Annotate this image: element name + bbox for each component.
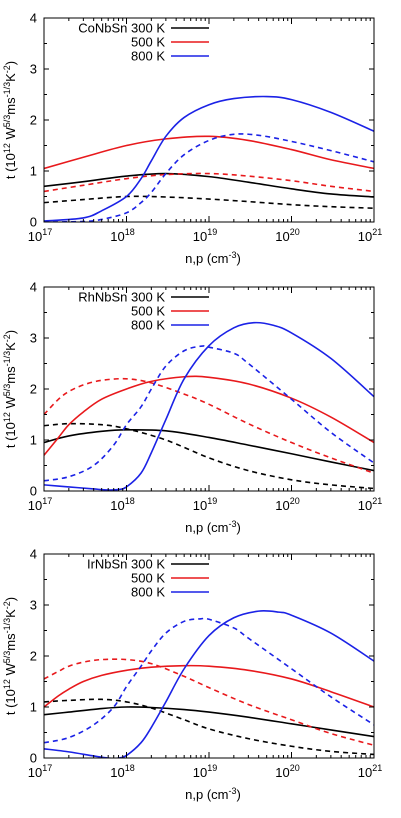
y-tick-label: 4 xyxy=(30,11,37,26)
y-tick-label: 0 xyxy=(30,215,37,230)
series-line-500k-solid xyxy=(44,135,374,170)
chart-panel-irnbsn: 0 1 2 3 4 1017 1018 1019 1020 1021 n,p (cm-3) t (10… xyxy=(2,547,382,803)
series-group xyxy=(44,95,374,222)
y-tick-label: 1 xyxy=(30,433,37,448)
y-tick-label: 2 xyxy=(30,382,37,397)
series-line-500k-dashed xyxy=(44,377,374,474)
y-tick-label: 3 xyxy=(30,598,37,613)
y-tick-label: 3 xyxy=(30,331,37,346)
x-tick-label: 1021 xyxy=(358,496,382,513)
plot-frame xyxy=(43,553,375,759)
series-line-300k-dashed xyxy=(44,422,374,490)
series-line-500k-solid xyxy=(44,664,374,708)
series-group xyxy=(44,609,374,758)
legend-label: 800 K xyxy=(131,49,165,64)
y-tick-label: 0 xyxy=(30,484,37,499)
series-line-300k-dashed xyxy=(44,195,374,210)
y-tick-label: 4 xyxy=(30,280,37,295)
x-tick-label: 1020 xyxy=(275,496,299,513)
series-line-500k-dashed xyxy=(44,172,374,193)
x-axis-label: n,p (cm-3) xyxy=(185,519,241,535)
legend-label: 500 K xyxy=(131,35,165,50)
y-tick-label: 0 xyxy=(30,751,37,766)
x-tick-label: 1018 xyxy=(110,496,134,513)
series-line-500k-dashed xyxy=(44,658,374,747)
series-line-800k-solid xyxy=(44,609,374,758)
legend-label: 500 K xyxy=(131,304,165,319)
x-tick-label: 1020 xyxy=(275,763,299,780)
y-tick-label: 3 xyxy=(30,62,37,77)
chart-panel-rhnbsn: 0 1 2 3 4 1017 1018 1019 1020 1021 n,p (cm-3) t (10… xyxy=(2,280,382,536)
y-axis-label: t (1012 W5/3ms-1/3K-2) xyxy=(2,330,18,448)
x-tick-label: 1020 xyxy=(275,227,299,244)
series-line-800k-solid xyxy=(44,95,374,222)
y-tick-label: 1 xyxy=(30,164,37,179)
x-tick-label: 1017 xyxy=(28,763,52,780)
legend-label: 800 K xyxy=(131,585,165,600)
x-tick-label: 1019 xyxy=(193,227,217,244)
x-tick-label: 1018 xyxy=(110,227,134,244)
series-line-300k-solid xyxy=(44,428,374,472)
legend-label: RhNbSn 300 K xyxy=(78,290,165,305)
y-tick-label: 2 xyxy=(30,649,37,664)
x-tick-label: 1021 xyxy=(358,763,382,780)
y-tick-label: 2 xyxy=(30,113,37,128)
x-tick-label: 1019 xyxy=(193,763,217,780)
series-line-800k-dashed xyxy=(44,617,374,744)
legend-label: 500 K xyxy=(131,571,165,586)
plot-frame xyxy=(43,17,375,223)
legend-label: IrNbSn 300 K xyxy=(87,557,165,572)
x-tick-label: 1018 xyxy=(110,763,134,780)
legend-label: 800 K xyxy=(131,318,165,333)
chart-panel-conbsn: 0 1 2 3 4 1017 1018 1019 1020 1021 n,p (cm-3) t (10… xyxy=(2,11,382,267)
series-line-500k-solid xyxy=(44,375,374,456)
y-tick-label: 1 xyxy=(30,700,37,715)
series-line-300k-solid xyxy=(44,706,374,738)
x-tick-label: 1017 xyxy=(28,496,52,513)
series-line-800k-dashed xyxy=(44,133,374,222)
series-line-300k-dashed xyxy=(44,698,374,756)
series-group xyxy=(44,321,374,491)
x-tick-label: 1019 xyxy=(193,496,217,513)
y-axis-label: t (1012 W5/3ms-1/3K-2) xyxy=(2,61,18,179)
y-tick-label: 4 xyxy=(30,547,37,562)
y-axis-label: t (1012 W5/3ms-1/3K-2) xyxy=(2,597,18,715)
x-axis-label: n,p (cm-3) xyxy=(185,250,241,266)
x-tick-label: 1021 xyxy=(358,227,382,244)
x-tick-label: 1017 xyxy=(28,227,52,244)
series-line-800k-dashed xyxy=(44,345,374,482)
x-axis-label: n,p (cm-3) xyxy=(185,786,241,802)
series-line-300k-solid xyxy=(44,172,374,198)
legend-label: CoNbSn 300 K xyxy=(78,21,165,36)
series-line-800k-solid xyxy=(44,321,374,491)
